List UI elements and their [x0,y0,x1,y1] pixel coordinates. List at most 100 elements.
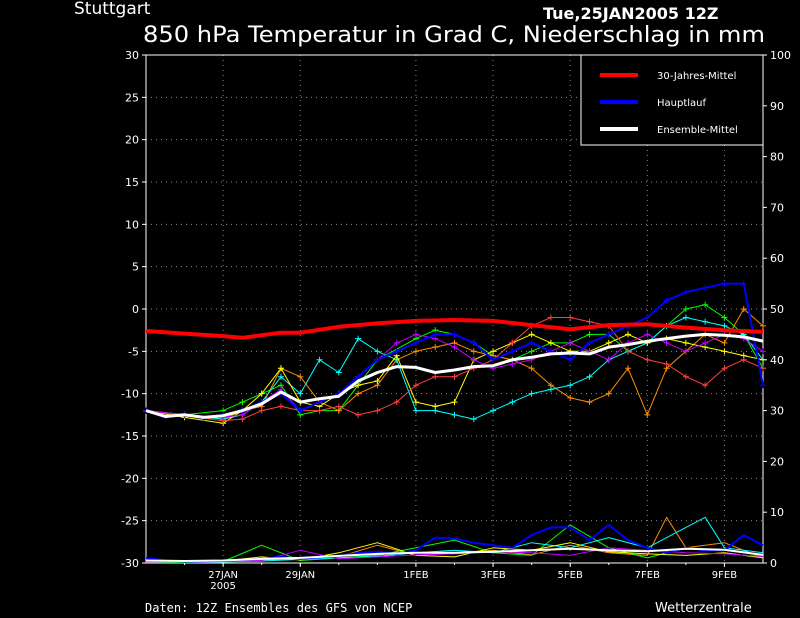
y-right-tick-label: 60 [770,252,784,265]
y-right-tick-label: 0 [770,557,777,570]
data-point-marker [760,382,766,389]
data-point-marker [605,339,612,346]
data-point-marker [682,289,689,296]
y-right-tick-label: 100 [770,49,791,62]
data-point-marker [432,403,439,410]
data-point-marker [682,314,689,321]
y-right-tick-label: 80 [770,151,784,164]
y-left-tick-label: 5 [132,261,139,274]
data-point-marker [509,361,516,368]
data-point-marker [644,314,651,321]
y-right-tick-label: 50 [770,303,784,316]
data-point-marker [528,390,535,397]
data-point-marker [760,348,766,355]
series-line [145,318,764,340]
data-point-marker [393,348,400,355]
x-tick-label: 3FEB [480,570,505,581]
data-point-marker [509,348,516,355]
data-point-marker [470,348,477,355]
brand-name: Wetterzentrale [655,601,752,616]
data-point-marker [625,365,632,372]
data-point-marker [316,356,323,363]
data-point-marker [412,407,419,414]
legend: 30-Jahres-Mittel Hauptlauf Ensemble-Mittel [580,54,764,146]
data-point-marker [702,318,709,325]
series-line [145,547,764,562]
y-left-tick-label: 30 [125,49,139,62]
data-point-marker [297,390,304,397]
y-left-tick-label: -20 [121,472,139,485]
data-point-marker [258,390,265,397]
data-point-marker [528,331,535,338]
y-right-tick-label: 40 [770,354,784,367]
y-left-tick-label: 10 [125,218,139,231]
x-tick-label: 9FEB [712,570,737,581]
data-point-marker [721,322,728,329]
data-point-marker [740,306,747,312]
data-point-marker [432,331,439,338]
data-point-marker [355,390,362,397]
data-point-marker [702,284,709,291]
y-right-tick-label: 10 [770,506,784,519]
data-point-marker [277,403,284,410]
data-point-marker [470,339,477,346]
data-point-marker [644,356,651,363]
legend-label: Ensemble-Mittel [657,125,738,136]
data-point-marker [355,335,362,342]
x-tick-label: 27JAN [208,570,238,581]
data-point-marker [451,331,458,338]
data-point-marker [586,399,593,406]
data-point-marker [663,361,670,368]
data-point-marker [277,373,284,380]
data-point-marker [702,382,709,389]
data-point-marker [374,348,381,355]
y-left-tick-label: 20 [125,134,139,147]
data-point-marker [490,407,497,414]
data-point-marker [432,344,439,351]
data-point-marker [509,339,516,346]
data-point-marker [470,416,477,423]
data-point-marker [740,356,747,363]
data-point-marker [760,365,766,372]
data-point-marker [605,331,612,338]
data-source: Daten: 12Z Ensembles des GFS von NCEP [145,601,412,615]
data-point-marker [682,306,689,312]
data-point-marker [721,365,728,372]
data-point-marker [490,348,497,355]
data-point-marker [663,339,670,346]
data-point-marker [644,411,651,418]
data-point-marker [721,348,728,355]
data-point-marker [663,297,670,304]
data-point-marker [374,356,381,363]
y-right-tick-label: 30 [770,405,784,418]
data-point-marker [335,403,342,410]
x-tick-label: 5FEB [558,570,583,581]
data-point-marker [258,407,265,414]
data-point-marker [682,348,689,355]
y-left-tick-label: 15 [125,176,139,189]
y-left-tick-label: 25 [125,91,139,104]
station-name: Stuttgart [74,0,151,19]
data-point-marker [760,322,766,329]
data-point-marker [721,314,728,321]
legend-label: Hauptlauf [657,98,706,109]
data-point-marker [393,399,400,406]
data-point-marker [393,339,400,346]
data-point-marker [682,339,689,346]
data-point-marker [451,399,458,406]
data-point-marker [682,373,689,380]
data-point-marker [702,301,709,308]
data-point-marker [509,399,516,406]
y-left-tick-label: 0 [132,303,139,316]
data-point-marker [528,339,535,346]
data-point-marker [740,280,747,287]
x-tick-label: 7FEB [635,570,660,581]
x-tick-label: 29JAN [285,570,315,581]
data-point-marker [277,365,284,372]
data-point-marker [721,280,728,287]
data-point-marker [547,314,554,321]
data-point-marker [374,407,381,414]
data-point-marker [625,348,632,355]
data-point-marker [355,373,362,380]
data-point-marker [567,314,574,321]
